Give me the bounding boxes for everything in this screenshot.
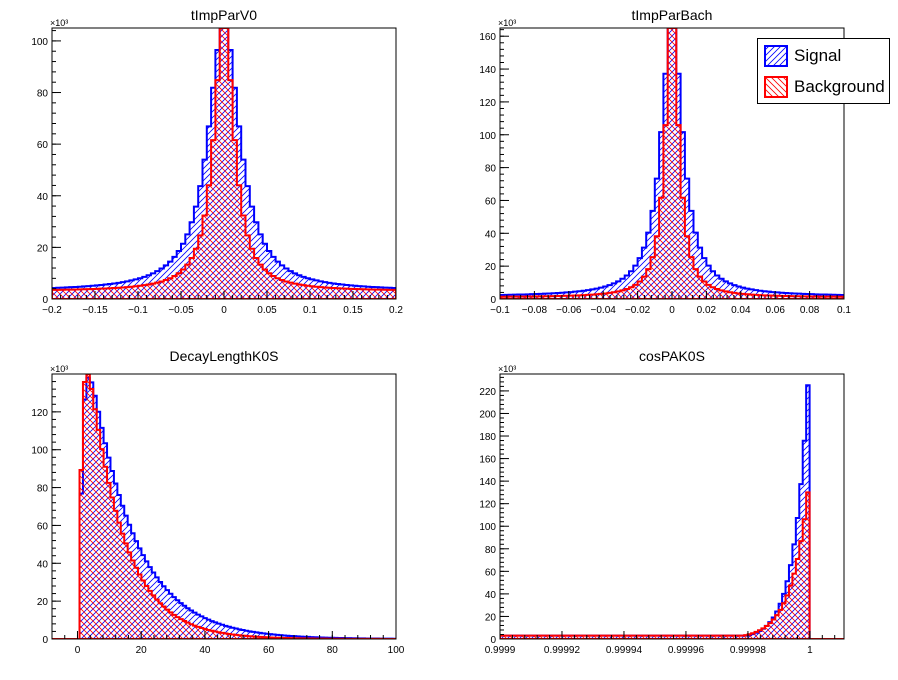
y-tick-label: 80 (485, 545, 497, 556)
panel-1: tImpParV0 −0.2 −0.15 −0.1 −0.05 0 0.05 0.1 0.15 0… (31, 7, 403, 316)
y-tick-label: 40 (37, 192, 49, 203)
x-tick-label: 0.9999 (485, 645, 516, 656)
y-tick-label: 60 (485, 567, 497, 578)
x-tick-label: 0.99992 (544, 645, 581, 656)
y-tick-label: 120 (479, 500, 496, 511)
x-tick-label: 0.99996 (668, 645, 705, 656)
y-tick-label: 100 (31, 37, 48, 48)
chart-title: tImpParBach (632, 7, 713, 23)
x-tick-label: −0.05 (168, 305, 194, 316)
y-tick-label: 20 (485, 262, 497, 273)
x-tick-label: 0 (75, 645, 81, 656)
y-tick-label: 60 (37, 521, 49, 532)
x-tick-label: 0.06 (765, 305, 785, 316)
histogram-series-background (52, 28, 396, 299)
x-tick-label: 40 (199, 645, 211, 656)
legend: Signal Background (757, 38, 890, 104)
x-tick-label: 80 (327, 645, 339, 656)
x-tick-label: 0 (221, 305, 227, 316)
y-tick-label: 120 (479, 98, 496, 109)
x-tick-label: −0.2 (42, 305, 62, 316)
x-tick-label: 0.08 (800, 305, 820, 316)
y-exponent-label: ×10³ (498, 18, 516, 28)
signal-swatch-icon (764, 45, 788, 67)
panel-4: cosPAK0S 0.9999 0.99992 0.99994 0.99996 0.999… (479, 348, 845, 656)
y-tick-label: 160 (479, 455, 496, 466)
x-tick-label: 20 (136, 645, 148, 656)
y-tick-label: 120 (31, 408, 48, 419)
x-tick-label: 0.99994 (606, 645, 643, 656)
y-tick-label: 100 (31, 446, 48, 457)
y-tick-label: 80 (37, 89, 49, 100)
legend-item-signal: Signal (762, 42, 888, 70)
panel-3: DecayLengthK0S 0 20 40 60 80 100 0 20 40 60 80 100 12… (31, 348, 404, 656)
chart-title: DecayLengthK0S (170, 348, 279, 364)
x-tick-label: 0.02 (697, 305, 717, 316)
y-tick-label: 0 (490, 295, 496, 306)
y-tick-label: 40 (485, 229, 497, 240)
x-tick-label: 0 (669, 305, 675, 316)
y-tick-label: 220 (479, 387, 496, 398)
x-tick-label: −0.08 (522, 305, 548, 316)
background-swatch-icon (764, 76, 788, 98)
y-tick-label: 140 (479, 477, 496, 488)
y-tick-label: 140 (479, 65, 496, 76)
y-tick-label: 60 (37, 140, 49, 151)
y-tick-label: 60 (485, 196, 497, 207)
y-tick-label: 180 (479, 432, 496, 443)
chart-title: cosPAK0S (639, 348, 705, 364)
y-tick-label: 20 (37, 243, 49, 254)
x-tick-label: −0.1 (490, 305, 510, 316)
y-tick-label: 100 (479, 522, 496, 533)
y-tick-label: 40 (37, 559, 49, 570)
y-exponent-label: ×10³ (50, 364, 68, 374)
x-tick-label: −0.04 (591, 305, 617, 316)
plot-frame (499, 373, 845, 640)
x-tick-label: 0.2 (389, 305, 403, 316)
y-tick-label: 0 (42, 295, 48, 306)
legend-label-signal: Signal (794, 46, 842, 65)
y-tick-label: 160 (479, 32, 496, 43)
histogram-series-background (500, 491, 844, 639)
x-tick-label: 0.05 (257, 305, 277, 316)
x-tick-label: 100 (388, 645, 405, 656)
legend-item-background: Background (762, 73, 888, 101)
x-tick-label: −0.1 (128, 305, 148, 316)
x-tick-label: 0.04 (731, 305, 751, 316)
y-tick-label: 20 (37, 597, 49, 608)
x-tick-label: 0.1 (837, 305, 851, 316)
panel-2: tImpParBach −0.1 −0.08 −0.06 −0.04 −0.02 0 0.02… (479, 7, 851, 316)
x-tick-label: 0.99998 (730, 645, 767, 656)
y-exponent-label: ×10³ (50, 18, 68, 28)
x-tick-label: 1 (807, 645, 813, 656)
y-tick-label: 100 (479, 131, 496, 142)
x-tick-label: −0.06 (556, 305, 582, 316)
x-tick-label: 0.15 (343, 305, 363, 316)
plot-frame (51, 373, 397, 640)
y-exponent-label: ×10³ (498, 364, 516, 374)
x-tick-label: 60 (263, 645, 275, 656)
x-tick-label: −0.02 (625, 305, 651, 316)
histogram-series-background (52, 374, 396, 639)
x-tick-label: 0.1 (303, 305, 317, 316)
legend-label-background: Background (794, 77, 885, 96)
y-tick-label: 80 (37, 484, 49, 495)
y-tick-label: 40 (485, 590, 497, 601)
y-tick-label: 0 (42, 635, 48, 646)
y-tick-label: 0 (490, 635, 496, 646)
y-tick-label: 80 (485, 164, 497, 175)
chart-title: tImpParV0 (191, 7, 257, 23)
y-tick-label: 200 (479, 409, 496, 420)
y-tick-label: 20 (485, 612, 497, 623)
x-tick-label: −0.15 (82, 305, 108, 316)
